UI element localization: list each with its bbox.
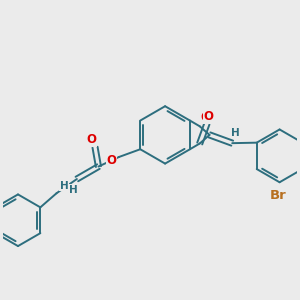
Text: O: O <box>86 133 96 146</box>
Text: H: H <box>70 184 78 195</box>
Text: Br: Br <box>270 189 286 202</box>
Text: H: H <box>60 181 68 191</box>
Text: O: O <box>201 111 211 124</box>
Text: O: O <box>203 110 214 123</box>
Text: H: H <box>231 128 240 138</box>
Text: O: O <box>106 154 116 166</box>
